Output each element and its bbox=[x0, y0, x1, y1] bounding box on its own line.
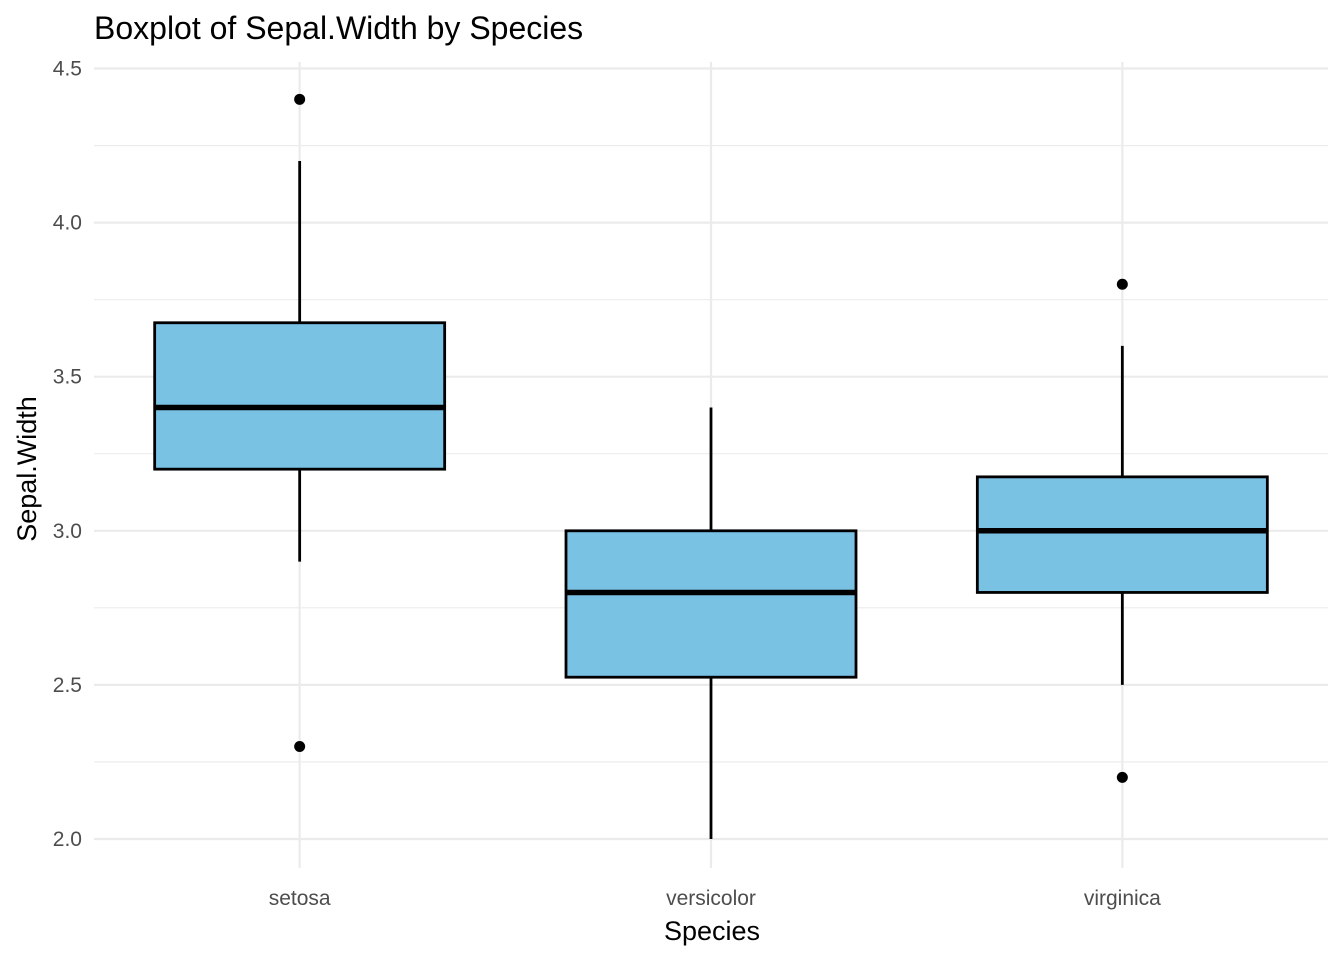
x-tick-labels: setosa versicolor virginica bbox=[269, 887, 1161, 910]
box-setosa bbox=[153, 93, 447, 753]
y-tick-label: 2.0 bbox=[53, 828, 82, 851]
outlier-point bbox=[294, 93, 306, 105]
y-tick-label: 3.0 bbox=[53, 520, 82, 543]
y-tick-label: 3.5 bbox=[53, 366, 82, 389]
y-tick-label: 4.0 bbox=[53, 212, 82, 235]
iqr-box bbox=[564, 529, 858, 679]
y-axis-title: Sepal.Width bbox=[12, 396, 42, 542]
outlier-point bbox=[1116, 771, 1128, 783]
iqr-box bbox=[975, 475, 1269, 594]
y-tick-label: 2.5 bbox=[53, 674, 82, 697]
y-tick-labels: 2.0 2.5 3.0 3.5 4.0 4.5 bbox=[53, 58, 82, 852]
x-axis-title: Species bbox=[664, 916, 760, 946]
y-tick-label: 4.5 bbox=[53, 58, 82, 81]
outlier-point bbox=[294, 741, 306, 753]
x-tick-label: versicolor bbox=[666, 887, 756, 910]
x-tick-label: virginica bbox=[1084, 887, 1161, 910]
x-tick-label: setosa bbox=[269, 887, 331, 910]
chart-title: Boxplot of Sepal.Width by Species bbox=[94, 10, 583, 46]
box-virginica bbox=[975, 278, 1269, 783]
boxes-layer bbox=[153, 93, 1269, 839]
iqr-box bbox=[153, 321, 447, 471]
outlier-point bbox=[1116, 278, 1128, 290]
box-versicolor bbox=[564, 407, 858, 839]
